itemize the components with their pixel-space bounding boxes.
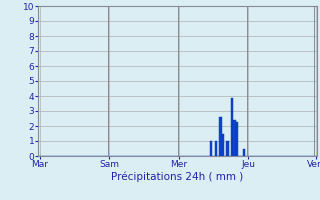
Bar [222, 134, 224, 156]
Bar [236, 121, 238, 156]
X-axis label: Précipitations 24h ( mm ): Précipitations 24h ( mm ) [111, 172, 244, 182]
Bar [243, 148, 245, 156]
Bar [231, 98, 233, 156]
Bar [220, 117, 222, 156]
Bar [215, 141, 217, 156]
Bar [226, 141, 229, 156]
Bar [210, 141, 212, 156]
Bar [233, 120, 236, 156]
